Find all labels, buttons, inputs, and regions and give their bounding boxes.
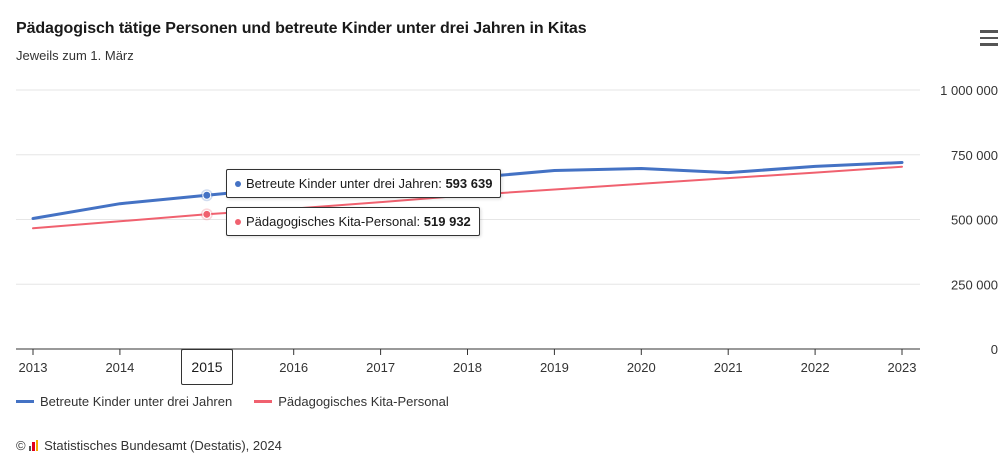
x-tick-label: 2016 (279, 360, 308, 375)
tooltip-series-1: Betreute Kinder unter drei Jahren: 593 6… (226, 169, 502, 198)
legend-item-kita-personal[interactable]: Pädagogisches Kita-Personal (254, 394, 449, 409)
tooltip-label: Betreute Kinder unter drei Jahren: (246, 176, 446, 191)
legend-item-betreute-kinder[interactable]: Betreute Kinder unter drei Jahren (16, 394, 232, 409)
credits-text: Statistisches Bundesamt (Destatis), 2024 (44, 438, 282, 453)
copyright-symbol: © (16, 438, 26, 453)
x-tick-label: 2022 (801, 360, 830, 375)
y-tick-label: 0 (991, 342, 998, 357)
x-tick-label: 2013 (19, 360, 48, 375)
y-axis-ticks: 0 250 000 500 000 750 000 1 000 000 (940, 83, 998, 357)
tooltip-series-2: Pädagogisches Kita-Personal: 519 932 (226, 207, 480, 236)
legend-swatch (16, 400, 34, 403)
legend: Betreute Kinder unter drei Jahren Pädago… (16, 394, 471, 409)
y-tick-label: 750 000 (951, 148, 998, 163)
chart-title: Pädagogisch tätige Personen und betreute… (16, 20, 587, 37)
x-tick-label: 2020 (627, 360, 656, 375)
legend-label: Pädagogisches Kita-Personal (278, 394, 449, 409)
x-tick-label: 2023 (888, 360, 917, 375)
legend-label: Betreute Kinder unter drei Jahren (40, 394, 233, 409)
tooltip-value: 593 639 (445, 176, 493, 191)
data-point-marker (202, 190, 212, 200)
x-axis: 2013 2014 2016 2017 2018 2019 2020 2021 2022 2023 (16, 348, 920, 375)
y-tick-label: 1 000 000 (940, 83, 998, 98)
x-tick-label: 2017 (366, 360, 395, 375)
x-tick-label: 2019 (540, 360, 569, 375)
credits[interactable]: © Statistisches Bundesamt (Destatis), 20… (16, 438, 282, 453)
destatis-logo-icon (28, 440, 40, 451)
hover-markers (200, 189, 213, 221)
chart-subtitle: Jeweils zum 1. März (16, 48, 134, 63)
tooltip-dot-icon (235, 180, 241, 187)
x-axis-highlight-label: 2015 (181, 349, 233, 385)
hamburger-menu-icon[interactable] (980, 30, 998, 46)
x-tick-label: 2018 (453, 360, 482, 375)
x-tick-label: 2021 (714, 360, 743, 375)
data-point-marker (202, 209, 212, 219)
line-chart: 0 250 000 500 000 750 000 1 000 000 2013 2014… (16, 83, 998, 375)
y-tick-label: 250 000 (951, 277, 998, 292)
y-tick-label: 500 000 (951, 213, 998, 228)
tooltip-dot-icon (235, 218, 241, 225)
tooltip-label: Pädagogisches Kita-Personal: (246, 214, 424, 229)
tooltip-value: 519 932 (423, 214, 471, 229)
x-tick-label: 2014 (105, 360, 134, 375)
legend-swatch (254, 400, 273, 403)
